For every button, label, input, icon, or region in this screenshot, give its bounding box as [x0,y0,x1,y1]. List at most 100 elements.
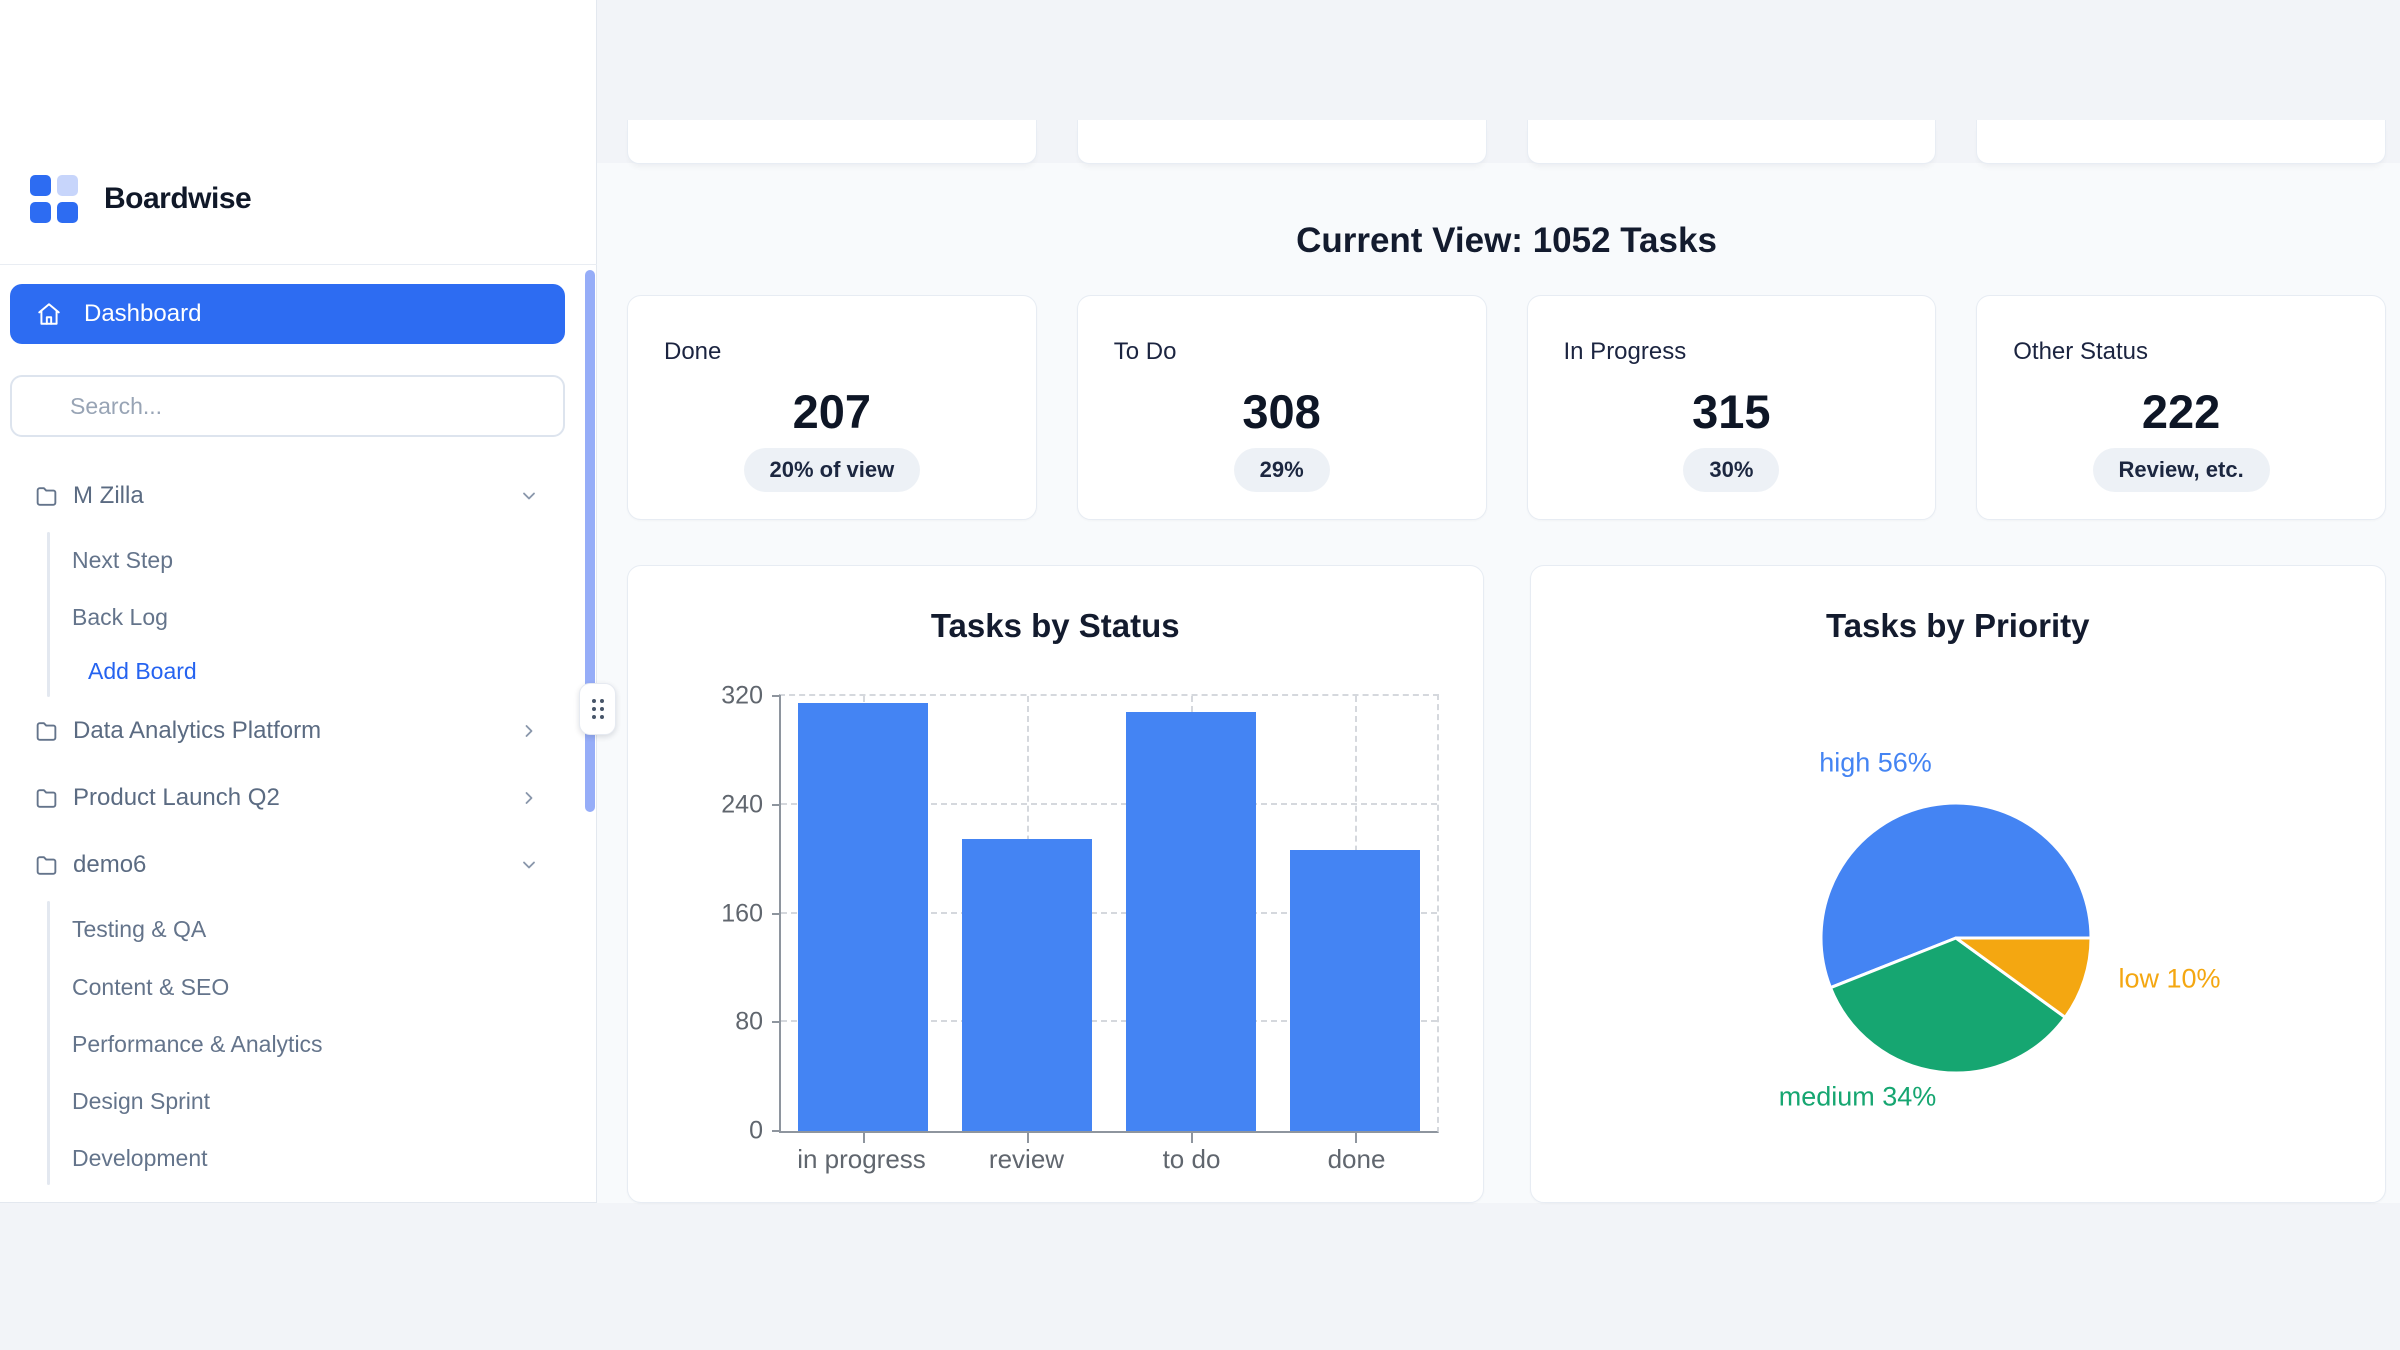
stat-badge: 20% of view [743,448,921,492]
board-label: Performance & Analytics [72,1030,323,1057]
bar-slot-review [945,696,1109,1143]
stat-value: 315 [1692,385,1771,438]
stat-value: 308 [1242,385,1321,438]
y-tick-label: 240 [721,790,763,819]
x-tick-label: review [988,1144,1065,1174]
sidebar-folder-data-analytics-platform[interactable]: Data Analytics Platform [0,711,597,751]
y-tick-label: 0 [749,1116,763,1145]
stat-card-in-progress: In Progress 315 30% [1526,295,1937,520]
bar-chart-title: Tasks by Status [930,607,1180,644]
add-board-label: Add Board [88,657,197,684]
stat-label: Done [664,338,722,365]
sidebar-folder-m-zilla[interactable]: M Zilla [0,476,597,516]
sidebar-folder-demo6[interactable]: demo6 [0,845,597,885]
bar-review [962,838,1092,1131]
chevron-right-icon[interactable] [519,721,539,741]
board-label: Testing & QA [72,915,207,942]
chevron-down-icon[interactable] [519,855,539,875]
top-card-partial [1526,120,1937,164]
sidebar-scrollbar-thumb[interactable] [585,270,595,812]
board-label: Content & SEO [72,973,230,1000]
bar-chart-plot: 0 80 160 240 320 [721,682,1439,1145]
pie-chart [1819,801,2092,1075]
stat-label: In Progress [1563,338,1687,365]
pie-slice-medium [1828,936,2067,1075]
search-box [10,375,565,437]
pie-label-high: high 56% [1819,747,1932,778]
stat-card-done: Done 207 20% of view [627,295,1037,520]
bar-chart-y-axis: 0 80 160 240 320 [691,682,781,1145]
x-tick-label: to do [1162,1144,1221,1174]
folder-label: Product Launch Q2 [73,784,280,811]
sidebar-folder-product-launch-q2[interactable]: Product Launch Q2 [0,778,597,818]
sidebar-board-back-log[interactable]: Back Log [72,599,168,635]
sidebar-board-design-sprint[interactable]: Design Sprint [72,1083,210,1119]
folder-icon [34,719,59,744]
chevron-right-icon[interactable] [519,788,539,808]
folder-icon [34,853,59,878]
top-cards-row [597,0,2400,164]
page-title: Current View: 1052 Tasks [1296,221,1717,260]
app-title: Boardwise [104,182,252,215]
search-input[interactable] [12,377,563,435]
sidebar-resize-handle[interactable] [579,683,616,735]
sidebar-board-next-step[interactable]: Next Step [72,542,173,578]
dashboard-button-label: Dashboard [84,300,202,327]
chevron-down-icon[interactable] [519,486,539,506]
bar-slot-done [1273,696,1437,1143]
stat-label: To Do [1113,338,1177,365]
stat-badge: 30% [1683,448,1780,492]
stat-label: Other Status [2013,338,2148,365]
tree-guide-line [47,532,50,697]
stat-badge: 29% [1233,448,1330,492]
stats-row: Done 207 20% of view To Do 308 29% In Pr… [597,295,2400,520]
sidebar-board-content-seo[interactable]: Content & SEO [72,969,229,1005]
folder-icon [34,786,59,811]
sidebar: Boardwise Dashboard M Zilla Next Step Ba… [0,0,597,1203]
board-label: Next Step [72,546,173,573]
stat-card-other-status: Other Status 222 Review, etc. [1976,295,2386,520]
app-logo: Boardwise [30,175,252,223]
sidebar-board-testing-qa[interactable]: Testing & QA [72,911,206,947]
board-label: Design Sprint [72,1087,211,1114]
charts-row: Tasks by Status 0 80 160 240 320 in progress… [597,565,2400,1203]
main-content: Current View: 1052 Tasks Done 207 20% of… [597,0,2400,1350]
stat-value: 207 [792,385,872,438]
bar-slot-in-progress [781,696,945,1143]
pie-chart-card: Tasks by Priority high 56% medium 34% lo… [1529,565,2386,1203]
grip-dots-icon [591,699,604,719]
grid-logo-icon [30,175,78,223]
y-tick-label: 320 [721,681,763,710]
sidebar-divider [0,264,597,265]
pie-chart-title: Tasks by Priority [1825,607,2090,644]
x-tick-label: done [1327,1144,1386,1174]
stat-card-to-do: To Do 308 29% [1076,295,1487,520]
top-card-partial [1976,120,2386,164]
stat-value: 222 [2141,385,2221,438]
folder-label: demo6 [73,851,147,878]
bar-done [1290,849,1420,1131]
folder-label: M Zilla [73,482,144,509]
pie-label-low: low 10% [2118,963,2221,994]
home-icon [36,301,62,327]
sidebar-add-board-link[interactable]: Add Board [88,653,197,689]
y-tick-label: 160 [721,899,763,927]
folder-label: Data Analytics Platform [73,717,322,744]
board-label: Development [72,1144,208,1171]
folder-icon [34,484,59,509]
board-label: Back Log [72,603,168,630]
pie-label-medium: medium 34% [1778,1081,1937,1112]
x-tick-label: in progress [797,1144,926,1174]
pie-slice-high [1819,801,2092,990]
dashboard-button[interactable]: Dashboard [10,284,565,344]
bar-slot-to-do [1109,696,1273,1143]
stat-badge: Review, etc. [2092,448,2270,492]
bar-chart-x-axis-labels: in progress review to do done [779,1144,1439,1175]
tree-guide-line [47,901,50,1185]
top-card-partial [627,120,1037,164]
y-tick-label: 80 [735,1007,763,1036]
top-card-partial [1076,120,1487,164]
sidebar-board-performance-analytics[interactable]: Performance & Analytics [72,1026,323,1062]
sidebar-board-development[interactable]: Development [72,1140,208,1176]
